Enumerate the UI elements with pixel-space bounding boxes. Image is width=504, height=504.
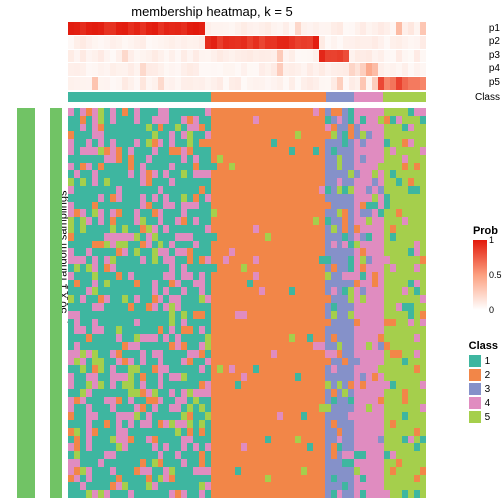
prob-row-labels: p1p2p3p4p5 [489, 22, 500, 90]
row-label-p4: p4 [489, 63, 500, 77]
class-swatch-row-5: 5 [469, 411, 498, 423]
class-swatch-label-5: 5 [485, 412, 491, 423]
prob-row-p5 [68, 77, 426, 90]
prob-row-p2 [68, 36, 426, 49]
class-swatches: 1 2 3 4 5 [469, 355, 498, 423]
class-legend: Class 1 2 3 4 5 [469, 340, 498, 425]
chart-title: membership heatmap, k = 5 [0, 4, 424, 19]
prob-tick-0.5: 0.5 [489, 270, 502, 280]
row-label-p5: p5 [489, 76, 500, 90]
class-row-label: Class [475, 92, 500, 103]
row-label-p1: p1 [489, 22, 500, 36]
class-swatch-row-2: 2 [469, 369, 498, 381]
prob-legend-title: Prob [473, 225, 498, 237]
class-swatch-label-2: 2 [485, 370, 491, 381]
class-legend-title: Class [469, 340, 498, 352]
class-swatch-3 [469, 383, 481, 395]
heatmap-area [68, 22, 426, 498]
sampling-annotation-strip [17, 108, 35, 498]
class-swatch-4 [469, 397, 481, 409]
prob-tick-1: 1 [489, 235, 494, 245]
class-swatch-row-4: 4 [469, 397, 498, 409]
probability-rows [68, 22, 426, 90]
main-heatmap [68, 108, 426, 498]
class-annotation-strip [68, 92, 426, 102]
class-swatch-label-1: 1 [485, 356, 491, 367]
prob-gradient: 10.50 [473, 240, 487, 310]
prob-legend: Prob 10.50 [473, 225, 498, 310]
class-seg-5 [383, 92, 426, 102]
class-seg-1 [68, 92, 211, 102]
prob-row-p4 [68, 63, 426, 76]
prob-row-p1 [68, 22, 426, 35]
row-label-p2: p2 [489, 36, 500, 50]
row-label-p3: p3 [489, 49, 500, 63]
class-swatch-1 [469, 355, 481, 367]
class-seg-4 [354, 92, 383, 102]
class-swatch-row-1: 1 [469, 355, 498, 367]
class-swatch-2 [469, 369, 481, 381]
class-swatch-label-3: 3 [485, 384, 491, 395]
class-swatch-label-4: 4 [485, 398, 491, 409]
prob-tick-0: 0 [489, 305, 494, 315]
class-swatch-5 [469, 411, 481, 423]
class-seg-3 [326, 92, 355, 102]
class-swatch-row-3: 3 [469, 383, 498, 395]
prob-row-p3 [68, 50, 426, 63]
rows-annotation-strip [50, 108, 62, 498]
class-seg-2 [211, 92, 326, 102]
